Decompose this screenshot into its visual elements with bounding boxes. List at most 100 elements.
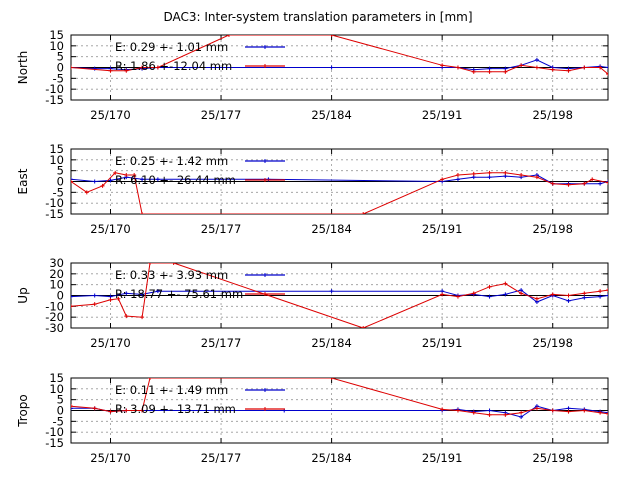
data-point-R — [471, 69, 476, 74]
data-point-E — [140, 292, 145, 297]
x-tick-label: 25/191 — [422, 108, 462, 122]
data-point-R — [92, 302, 97, 307]
legend-marker-E — [263, 388, 267, 392]
data-point-R — [226, 35, 231, 37]
data-point-E — [606, 179, 608, 184]
x-tick-label: 25/184 — [311, 451, 351, 465]
data-point-R — [147, 263, 152, 265]
data-point-R — [132, 173, 137, 177]
data-point-R — [71, 304, 73, 309]
series-group — [71, 170, 608, 214]
y-axis-label: East — [16, 168, 30, 194]
y-tick-label: -15 — [45, 436, 64, 450]
data-point-R — [124, 314, 129, 319]
data-point-R — [71, 65, 73, 70]
series-group — [71, 378, 608, 419]
data-point-R — [471, 171, 476, 176]
data-point-R — [140, 212, 145, 214]
data-point-R — [606, 180, 608, 185]
data-point-E — [155, 177, 160, 182]
data-point-R — [519, 63, 524, 68]
y-tick-label: -10 — [45, 425, 64, 439]
x-tick-label: 25/198 — [532, 108, 572, 122]
data-point-R — [487, 284, 492, 289]
data-point-R — [519, 410, 524, 415]
legend-label-E: E: 0.25 +- 1.42 mm — [115, 154, 228, 168]
y-tick-label: -10 — [45, 82, 64, 96]
data-point-R — [534, 406, 539, 411]
legend-label-E: E: 0.33 +- 3.93 mm — [115, 268, 228, 282]
data-point-E — [329, 65, 334, 70]
data-point-R — [108, 297, 113, 302]
data-point-R — [100, 183, 105, 188]
data-point-R — [582, 408, 587, 413]
series-group — [71, 263, 608, 328]
y-tick-label: -5 — [53, 414, 64, 428]
data-point-R — [550, 67, 555, 72]
data-point-E — [329, 289, 334, 294]
y-tick-label: 15 — [49, 28, 64, 42]
data-point-R — [519, 173, 524, 177]
y-tick-label: 15 — [49, 371, 64, 385]
y-tick-label: -5 — [53, 185, 64, 199]
data-point-R — [534, 296, 539, 301]
data-point-E — [503, 292, 508, 297]
y-tick-label: 0 — [57, 289, 64, 303]
y-axis-label: Up — [16, 287, 30, 303]
legend-label-E: E: 0.11 +- 1.49 mm — [115, 383, 228, 397]
legend-marker-R — [263, 178, 267, 182]
x-tick-label: 25/177 — [201, 336, 241, 350]
y-tick-label: -10 — [45, 196, 64, 210]
y-tick-label: 5 — [57, 393, 64, 407]
x-tick-label: 25/184 — [311, 108, 351, 122]
data-point-E — [124, 291, 129, 296]
data-point-R — [440, 407, 445, 412]
data-point-R — [361, 326, 366, 328]
x-tick-label: 25/198 — [532, 222, 572, 236]
data-point-R — [550, 292, 555, 297]
data-point-R — [71, 404, 73, 409]
data-point-R — [487, 412, 492, 417]
data-point-R — [519, 291, 524, 296]
data-point-R — [503, 69, 508, 74]
data-point-R — [124, 173, 129, 177]
data-point-R — [140, 65, 145, 70]
chart-title: DAC3: Inter-system translation parameter… — [163, 10, 472, 24]
y-tick-label: 20 — [49, 267, 64, 281]
y-tick-label: 0 — [57, 61, 64, 75]
data-point-R — [84, 190, 89, 195]
data-point-R — [566, 409, 571, 414]
data-point-R — [440, 63, 445, 68]
x-tick-label: 25/191 — [422, 451, 462, 465]
y-axis-label: Tropo — [16, 394, 30, 428]
x-tick-label: 25/177 — [201, 222, 241, 236]
data-point-R — [471, 291, 476, 296]
data-point-R — [598, 289, 603, 294]
legend-marker-E — [263, 45, 267, 49]
x-tick-label: 25/184 — [311, 336, 351, 350]
x-tick-label: 25/191 — [422, 222, 462, 236]
data-point-R — [582, 291, 587, 296]
data-point-R — [455, 294, 460, 299]
data-point-R — [140, 408, 145, 413]
data-point-E — [71, 406, 73, 411]
legend-marker-R — [263, 64, 267, 68]
data-point-R — [606, 72, 608, 76]
data-point-R — [487, 69, 492, 74]
data-point-R — [440, 177, 445, 182]
series-group — [71, 35, 608, 76]
data-point-R — [487, 170, 492, 175]
data-point-R — [471, 410, 476, 415]
data-point-E — [519, 415, 524, 419]
y-tick-label: -30 — [45, 321, 64, 335]
x-tick-label: 25/177 — [201, 108, 241, 122]
legend-marker-E — [263, 273, 267, 277]
data-point-E — [266, 177, 271, 182]
y-tick-label: 5 — [57, 164, 64, 178]
data-point-R — [503, 281, 508, 286]
data-point-R — [455, 173, 460, 177]
data-point-R — [566, 293, 571, 298]
